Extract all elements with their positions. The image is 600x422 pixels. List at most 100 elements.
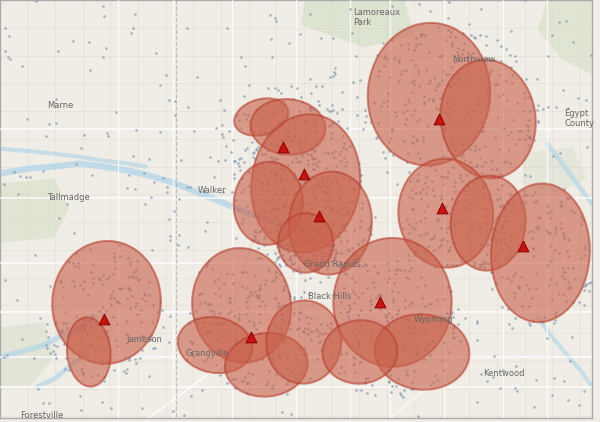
Point <box>322 197 331 204</box>
Point <box>239 111 248 118</box>
Point <box>295 179 305 186</box>
Point <box>436 53 446 60</box>
Point <box>146 331 156 338</box>
Point <box>436 195 446 202</box>
Point <box>447 73 457 80</box>
Point <box>199 357 209 364</box>
Point <box>564 236 574 243</box>
Point <box>506 128 516 135</box>
Point <box>311 327 321 334</box>
Point <box>203 327 212 334</box>
Point <box>62 325 71 331</box>
Point <box>447 141 457 148</box>
Point <box>285 229 295 235</box>
Point <box>288 115 298 122</box>
Point <box>502 275 512 282</box>
Point <box>280 242 290 249</box>
Point <box>574 95 583 102</box>
Point <box>416 30 426 37</box>
Point <box>124 354 134 361</box>
Point <box>458 253 467 260</box>
Point <box>372 133 382 140</box>
Point <box>412 138 422 144</box>
Point <box>467 220 477 227</box>
Point <box>257 356 266 363</box>
Point <box>286 244 295 251</box>
Point <box>513 128 523 135</box>
Point <box>565 357 574 364</box>
Point <box>366 119 376 125</box>
Point <box>478 95 487 102</box>
Point <box>280 340 289 346</box>
Point <box>392 356 401 363</box>
Point <box>323 106 332 112</box>
Point <box>281 198 291 205</box>
Point <box>93 372 103 379</box>
Point <box>336 204 346 211</box>
Point <box>376 103 386 110</box>
Point <box>287 368 297 374</box>
Point <box>384 74 394 81</box>
Point <box>151 345 160 352</box>
Point <box>331 177 340 184</box>
Point <box>412 284 422 290</box>
Point <box>242 304 251 311</box>
Point <box>545 230 555 237</box>
Point <box>327 241 337 248</box>
Point <box>85 317 95 324</box>
Point <box>124 357 134 364</box>
Point <box>371 294 380 301</box>
Point <box>403 159 412 165</box>
Point <box>242 358 252 365</box>
Point <box>448 40 457 47</box>
Point <box>314 210 324 217</box>
Point <box>201 355 211 362</box>
Point <box>568 264 577 271</box>
Point <box>520 213 530 220</box>
Point <box>449 164 458 171</box>
Point <box>479 184 488 191</box>
Point <box>277 243 286 250</box>
Point <box>307 145 317 152</box>
Point <box>384 378 394 385</box>
Point <box>307 336 316 343</box>
Point <box>184 320 193 327</box>
Point <box>44 400 53 407</box>
Point <box>62 201 72 208</box>
Point <box>353 293 363 300</box>
Point <box>94 275 104 281</box>
Point <box>512 100 522 106</box>
Point <box>490 82 499 89</box>
Point <box>347 275 357 281</box>
Point <box>0 24 10 31</box>
Point <box>251 229 260 235</box>
Point <box>55 278 65 284</box>
Point <box>356 183 365 189</box>
Point <box>268 385 277 392</box>
Point <box>467 187 477 194</box>
Point <box>433 216 443 222</box>
Point <box>340 285 349 292</box>
Point <box>25 173 34 180</box>
Point <box>313 220 322 227</box>
Point <box>136 318 146 325</box>
Point <box>328 35 338 42</box>
Point <box>500 218 509 225</box>
Point <box>241 373 250 380</box>
Point <box>132 311 142 318</box>
Point <box>404 169 414 176</box>
Point <box>98 54 108 60</box>
Point <box>403 370 412 377</box>
Point <box>496 43 506 49</box>
Point <box>441 203 451 209</box>
Point <box>439 295 448 302</box>
Point <box>99 377 109 384</box>
Point <box>420 303 430 310</box>
Point <box>410 251 420 258</box>
Point <box>57 326 67 333</box>
Point <box>272 244 281 251</box>
Point <box>214 309 224 316</box>
Point <box>434 116 443 122</box>
Point <box>110 257 119 264</box>
Point <box>402 372 412 379</box>
